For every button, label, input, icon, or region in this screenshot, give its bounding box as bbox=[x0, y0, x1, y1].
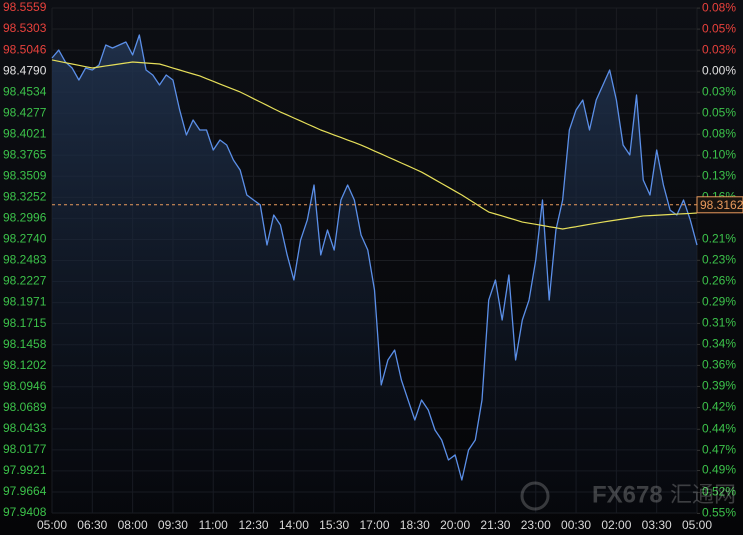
y2-tick-label: 0.55% bbox=[702, 506, 736, 520]
watermark-cn: 汇通网 bbox=[670, 482, 736, 507]
last-price-box bbox=[696, 196, 743, 214]
y-tick-label: 98.5559 bbox=[3, 0, 47, 14]
y-tick-label: 98.0689 bbox=[3, 400, 47, 414]
y-tick-label: 98.2227 bbox=[3, 274, 47, 288]
y-tick-label: 98.3509 bbox=[3, 168, 47, 182]
x-tick-label: 21:30 bbox=[480, 518, 510, 532]
y2-tick-label: 0.34% bbox=[702, 337, 736, 351]
y2-tick-label: 0.47% bbox=[702, 443, 736, 457]
y2-tick-label: 0.08% bbox=[702, 0, 736, 14]
x-tick-label: 03:30 bbox=[642, 518, 672, 532]
y2-tick-label: 0.03% bbox=[702, 42, 736, 56]
y2-tick-label: 0.26% bbox=[702, 274, 736, 288]
x-tick-label: 20:00 bbox=[440, 518, 470, 532]
x-tick-label: 23:00 bbox=[521, 518, 551, 532]
x-tick-label: 15:30 bbox=[319, 518, 349, 532]
y-tick-label: 98.5303 bbox=[3, 21, 47, 35]
watermark-logo bbox=[520, 481, 550, 511]
y2-tick-label: 0.29% bbox=[702, 295, 736, 309]
y2-tick-label: 0.31% bbox=[702, 316, 736, 330]
y-tick-label: 98.0946 bbox=[3, 379, 47, 393]
x-tick-label: 08:00 bbox=[118, 518, 148, 532]
x-tick-label: 17:00 bbox=[359, 518, 389, 532]
y2-tick-label: 0.03% bbox=[702, 84, 736, 98]
x-tick-label: 11:00 bbox=[199, 518, 228, 532]
y-tick-label: 98.4277 bbox=[3, 105, 47, 119]
y-tick-label: 98.1971 bbox=[3, 295, 47, 309]
y2-tick-label: 0.36% bbox=[702, 358, 736, 372]
y-tick-label: 98.0177 bbox=[3, 442, 47, 456]
y-tick-label: 98.1458 bbox=[3, 337, 47, 351]
y-tick-label: 98.2483 bbox=[3, 253, 47, 267]
price-line bbox=[51, 34, 698, 481]
x-tick-label: 12:30 bbox=[239, 518, 269, 532]
y-tick-label: 98.0433 bbox=[3, 421, 47, 435]
x-tick-label: 00:30 bbox=[561, 518, 591, 532]
y-tick-label: 98.1715 bbox=[3, 316, 47, 330]
y2-tick-label: 0.13% bbox=[702, 168, 736, 182]
y-tick-label: 97.9921 bbox=[3, 463, 47, 477]
y-tick-label: 98.2740 bbox=[3, 232, 47, 246]
y-tick-label: 98.4021 bbox=[3, 126, 47, 140]
y2-tick-label: 0.05% bbox=[702, 21, 736, 35]
y2-tick-label: 0.42% bbox=[702, 400, 736, 414]
x-tick-label: 06:30 bbox=[77, 518, 107, 532]
watermark: FX678 bbox=[592, 481, 663, 508]
x-tick-label: 05:00 bbox=[682, 518, 712, 532]
y-tick-label: 98.3252 bbox=[3, 190, 47, 204]
last-price-label: 98.3162 bbox=[700, 198, 743, 212]
y-tick-label: 98.5046 bbox=[3, 42, 47, 56]
y2-tick-label: 0.44% bbox=[702, 421, 736, 435]
x-tick-label: 14:00 bbox=[279, 518, 309, 532]
y2-tick-label: 0.39% bbox=[702, 379, 736, 393]
y-tick-label: 97.9664 bbox=[3, 484, 47, 498]
area-fill bbox=[52, 35, 697, 513]
y2-tick-label: 0.23% bbox=[702, 253, 736, 267]
y2-tick-label: 0.05% bbox=[702, 105, 736, 119]
y2-tick-label: 0.00% bbox=[702, 63, 736, 77]
x-tick-label: 02:00 bbox=[601, 518, 631, 532]
y-tick-label: 98.3765 bbox=[3, 147, 47, 161]
y2-tick-label: 0.21% bbox=[702, 231, 736, 245]
x-tick-label: 09:30 bbox=[158, 518, 188, 532]
y-tick-label: 97.9408 bbox=[3, 505, 47, 519]
average-line bbox=[51, 59, 698, 230]
y2-tick-label: 0.10% bbox=[702, 147, 736, 161]
x-tick-label: 18:30 bbox=[400, 518, 430, 532]
y2-tick-label: 0.08% bbox=[702, 126, 736, 140]
y-tick-label: 98.4790 bbox=[3, 63, 47, 77]
y-tick-label: 98.2996 bbox=[3, 211, 47, 225]
x-tick-label: 05:00 bbox=[37, 518, 67, 532]
y-tick-label: 98.1202 bbox=[3, 358, 47, 372]
y-tick-label: 98.4534 bbox=[3, 84, 47, 98]
y2-tick-label: 0.52% bbox=[702, 485, 736, 499]
y2-tick-label: 0.49% bbox=[702, 463, 736, 477]
